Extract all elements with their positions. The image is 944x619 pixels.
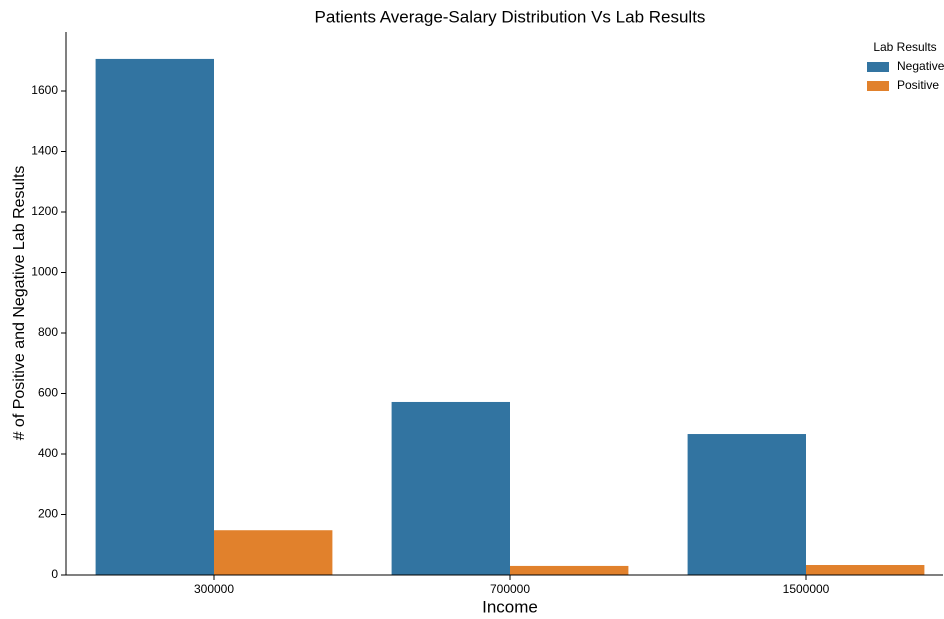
y-tick-label: 200	[38, 507, 58, 521]
y-tick-label: 1400	[31, 144, 58, 158]
bar	[391, 401, 510, 575]
y-axis-label: # of Positive and Negative Lab Results	[11, 166, 28, 441]
x-tick-label: 1500000	[783, 582, 830, 596]
bar	[687, 434, 806, 575]
x-tick-label: 700000	[490, 582, 530, 596]
y-tick-label: 400	[38, 446, 58, 460]
bar	[95, 58, 214, 576]
y-tick-label: 0	[51, 567, 58, 581]
legend-label: Negative	[897, 59, 944, 73]
bar	[806, 565, 925, 575]
bar	[214, 530, 333, 575]
x-tick-label: 300000	[194, 582, 234, 596]
legend-label: Positive	[897, 78, 939, 92]
legend-title: Lab Results	[873, 40, 936, 54]
legend-swatch	[867, 81, 889, 91]
legend-swatch	[867, 62, 889, 72]
bar	[510, 565, 629, 575]
y-tick-label: 1200	[31, 204, 58, 218]
y-tick-label: 800	[38, 325, 58, 339]
chart-title: Patients Average-Salary Distribution Vs …	[315, 7, 706, 26]
y-tick-label: 600	[38, 386, 58, 400]
x-axis-label: Income	[482, 597, 538, 616]
y-tick-label: 1600	[31, 83, 58, 97]
y-tick-label: 1000	[31, 265, 58, 279]
